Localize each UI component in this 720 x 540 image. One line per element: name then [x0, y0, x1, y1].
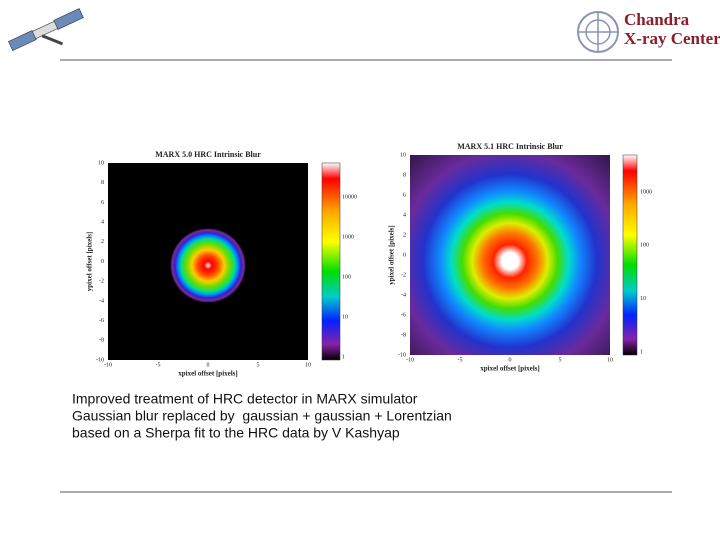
x-tick-label: -5 — [458, 357, 463, 363]
caption-line: Improved treatment of HRC detector in MA… — [72, 391, 418, 407]
y-axis-label: ypixel offset [pixels] — [388, 225, 396, 285]
x-tick-label: 5 — [257, 362, 260, 368]
colorbar-tick-label: 10 — [342, 314, 348, 320]
caption-line: based on a Sherpa fit to the HRC data by… — [72, 425, 400, 441]
y-axis-label: ypixel offset [pixels] — [86, 232, 94, 292]
y-tick-label: -10 — [96, 357, 104, 363]
x-tick-label: 10 — [305, 362, 311, 368]
y-tick-label: 8 — [403, 172, 406, 178]
colorbar-tick-label: 10000 — [342, 194, 357, 200]
colorbar-tick-label: 1000 — [342, 234, 354, 240]
colorbar-tick-label: 1 — [640, 349, 643, 355]
colorbar-tick-label: 1 — [342, 354, 345, 360]
logo-line-1: Chandra — [624, 10, 690, 29]
x-axis-label: xpixel offset [pixels] — [480, 365, 540, 373]
x-tick-label: -10 — [104, 362, 112, 368]
y-tick-label: -4 — [401, 292, 406, 298]
heatmap-image — [410, 155, 610, 355]
colorbar — [321, 162, 341, 361]
y-tick-label: -6 — [99, 318, 104, 324]
caption-line: Gaussian blur replaced by gaussian + gau… — [72, 408, 452, 424]
colorbar-tick-label: 1000 — [640, 189, 652, 195]
y-tick-label: -6 — [401, 312, 406, 318]
y-tick-label: -2 — [99, 279, 104, 285]
y-tick-label: 2 — [403, 232, 406, 238]
x-tick-label: 5 — [559, 357, 562, 363]
y-tick-label: -2 — [401, 272, 406, 278]
satellite-icon — [8, 8, 84, 51]
logo: Chandra X-ray Center — [577, 10, 720, 53]
y-tick-label: 8 — [101, 180, 104, 186]
y-tick-label: -8 — [99, 338, 104, 344]
colorbar — [622, 154, 638, 356]
colorbar-tick-label: 10 — [640, 296, 646, 302]
y-tick-label: 6 — [403, 192, 406, 198]
y-tick-label: 0 — [403, 252, 406, 258]
x-tick-label: 0 — [207, 362, 210, 368]
y-tick-label: 10 — [400, 152, 406, 158]
y-tick-label: 2 — [101, 239, 104, 245]
x-tick-label: 10 — [607, 357, 613, 363]
colorbar-tick-label: 100 — [640, 243, 649, 249]
logo-line-2: X-ray Center — [624, 29, 720, 48]
x-tick-label: 0 — [509, 357, 512, 363]
y-tick-label: -4 — [99, 298, 104, 304]
y-tick-label: 10 — [98, 160, 104, 166]
x-axis-label: xpixel offset [pixels] — [178, 370, 238, 378]
x-tick-label: -10 — [406, 357, 414, 363]
y-tick-label: 4 — [403, 212, 406, 218]
y-tick-label: 4 — [101, 219, 104, 225]
colorbar-tick-label: 100 — [342, 274, 351, 280]
y-tick-label: 6 — [101, 200, 104, 206]
y-tick-label: -8 — [401, 332, 406, 338]
x-tick-label: -5 — [156, 362, 161, 368]
plot-title: MARX 5.0 HRC Intrinsic Blur — [155, 150, 261, 159]
y-tick-label: -10 — [398, 352, 406, 358]
plot-title: MARX 5.1 HRC Intrinsic Blur — [457, 142, 563, 151]
y-tick-label: 0 — [101, 259, 104, 265]
heatmap-image — [108, 163, 308, 360]
